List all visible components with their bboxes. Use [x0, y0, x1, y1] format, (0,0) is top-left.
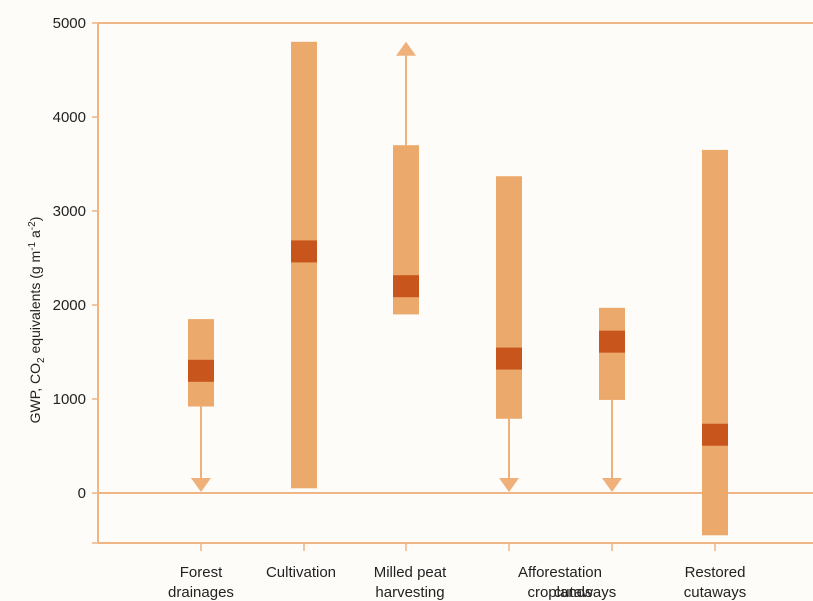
- category-labels: Forest drainages Cultivation Milled peat har…: [168, 564, 746, 601]
- arrow-down-head: [499, 478, 519, 492]
- range-bar: [291, 41, 317, 489]
- arrow-up-head: [396, 41, 416, 56]
- range-bar: [599, 307, 625, 400]
- category-label: Afforestation: [518, 564, 602, 581]
- axes: [92, 22, 813, 551]
- median-marker: [496, 347, 522, 370]
- range-bar: [702, 149, 728, 536]
- median-marker: [702, 423, 728, 446]
- category-label: harvesting: [375, 584, 444, 601]
- range-bars: [188, 41, 728, 536]
- y-tick-label: 1000: [53, 391, 86, 408]
- y-tick-label: 5000: [53, 15, 86, 32]
- arrow-down-head: [191, 478, 211, 492]
- category-label: Cultivation: [266, 564, 336, 581]
- category-label: drainages: [168, 584, 234, 601]
- median-marker: [599, 330, 625, 353]
- category-label: Restored: [685, 564, 746, 581]
- y-tick-label: 3000: [53, 203, 86, 220]
- category-label: cutaways: [684, 584, 747, 601]
- category-label: Milled peat: [374, 564, 447, 581]
- y-tick-label: 4000: [53, 109, 86, 126]
- category-label: croplands: [527, 584, 592, 601]
- median-marker: [188, 359, 214, 382]
- category-label: cutaways: [554, 584, 617, 601]
- median-marker: [291, 240, 317, 263]
- y-tick-labels: 5000 4000 3000 2000 1000 0: [53, 15, 86, 502]
- arrow-down-head: [602, 478, 622, 492]
- median-marker: [393, 275, 419, 298]
- category-label: Forest: [180, 564, 223, 581]
- y-tick-label: 0: [78, 485, 86, 502]
- y-tick-label: 2000: [53, 297, 86, 314]
- range-bar: [496, 176, 522, 419]
- y-axis-label: GWP, CO2 equivalents (g m-1 a-2): [27, 217, 47, 424]
